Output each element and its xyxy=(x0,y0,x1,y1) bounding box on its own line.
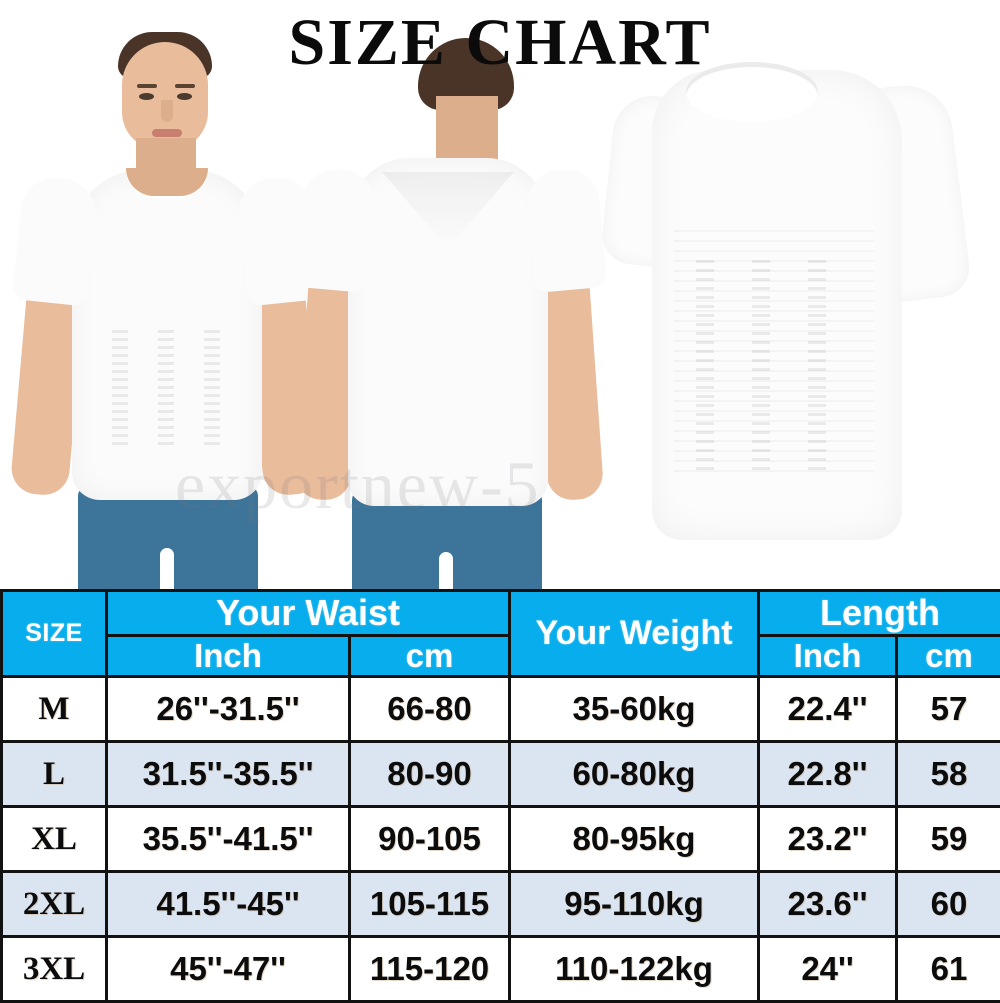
front-figure xyxy=(0,0,335,589)
table-body: M 26''-31.5'' 66-80 35-60kg 22.4'' 57 L … xyxy=(2,677,1000,1002)
cell-length-inch: 23.2'' xyxy=(759,807,897,872)
product-figure xyxy=(600,0,1000,589)
header-row-units: Inch cm Inch cm xyxy=(2,636,1000,677)
model-front-view-photo xyxy=(0,0,335,589)
cell-length-cm: 58 xyxy=(897,742,1000,807)
cell-waist-inch: 35.5''-41.5'' xyxy=(107,807,350,872)
back-sleeve-left xyxy=(300,167,377,293)
cell-length-inch: 23.6'' xyxy=(759,872,897,937)
table-row: L 31.5''-35.5'' 80-90 60-80kg 22.8'' 58 xyxy=(2,742,1000,807)
cell-size: M xyxy=(2,677,107,742)
table-header: SIZE Your Waist Your Weight Length Inch … xyxy=(2,591,1000,677)
front-compression-panel-3 xyxy=(204,330,220,450)
header-row-groups: SIZE Your Waist Your Weight Length xyxy=(2,591,1000,636)
front-eye-right xyxy=(177,93,192,100)
cell-waist-cm: 80-90 xyxy=(350,742,510,807)
header-your-weight: Your Weight xyxy=(510,591,759,677)
cell-weight: 35-60kg xyxy=(510,677,759,742)
front-compression-panel-1 xyxy=(112,330,128,450)
header-your-waist: Your Waist xyxy=(107,591,510,636)
cell-weight: 80-95kg xyxy=(510,807,759,872)
cell-waist-cm: 105-115 xyxy=(350,872,510,937)
cell-length-inch: 22.8'' xyxy=(759,742,897,807)
cell-size: 2XL xyxy=(2,872,107,937)
product-compression-panel-1 xyxy=(696,260,714,470)
cell-waist-inch: 31.5''-35.5'' xyxy=(107,742,350,807)
cell-length-cm: 59 xyxy=(897,807,1000,872)
cell-waist-cm: 66-80 xyxy=(350,677,510,742)
table-row: XL 35.5''-41.5'' 90-105 80-95kg 23.2'' 5… xyxy=(2,807,1000,872)
front-compression-panel-2 xyxy=(158,330,174,450)
front-nose xyxy=(161,100,173,122)
cell-size: 3XL xyxy=(2,937,107,1002)
front-sleeve-left xyxy=(12,174,99,306)
cell-length-cm: 61 xyxy=(897,937,1000,1002)
cell-size: XL xyxy=(2,807,107,872)
header-size: SIZE xyxy=(2,591,107,677)
front-mouth xyxy=(152,129,182,137)
cell-length-inch: 22.4'' xyxy=(759,677,897,742)
header-waist-cm: cm xyxy=(350,636,510,677)
cell-waist-cm: 115-120 xyxy=(350,937,510,1002)
front-eyebrow-left xyxy=(137,84,157,88)
back-figure xyxy=(300,0,620,589)
hero-photo-band: SIZE CHART xyxy=(0,0,1000,589)
cell-length-cm: 60 xyxy=(897,872,1000,937)
header-length-cm: cm xyxy=(897,636,1000,677)
cell-waist-inch: 45''-47'' xyxy=(107,937,350,1002)
model-back-view-photo xyxy=(300,0,620,589)
product-compression-panel-2 xyxy=(752,260,770,470)
table-row: 2XL 41.5''-45'' 105-115 95-110kg 23.6'' … xyxy=(2,872,1000,937)
front-eye-left xyxy=(139,93,154,100)
cell-waist-inch: 41.5''-45'' xyxy=(107,872,350,937)
back-boxer-gap xyxy=(439,552,453,589)
product-compression-panel-3 xyxy=(808,260,826,470)
header-waist-inch: Inch xyxy=(107,636,350,677)
table-row: 3XL 45''-47'' 115-120 110-122kg 24'' 61 xyxy=(2,937,1000,1002)
cell-weight: 110-122kg xyxy=(510,937,759,1002)
front-eyebrow-right xyxy=(175,84,195,88)
size-chart-table: SIZE Your Waist Your Weight Length Inch … xyxy=(0,589,1000,1003)
cell-length-cm: 57 xyxy=(897,677,1000,742)
product-flat-shot-photo xyxy=(600,0,1000,589)
back-sleeve-right xyxy=(525,167,607,293)
cell-weight: 95-110kg xyxy=(510,872,759,937)
table-row: M 26''-31.5'' 66-80 35-60kg 22.4'' 57 xyxy=(2,677,1000,742)
cell-weight: 60-80kg xyxy=(510,742,759,807)
cell-waist-inch: 26''-31.5'' xyxy=(107,677,350,742)
front-boxer-gap xyxy=(160,548,174,589)
cell-size: L xyxy=(2,742,107,807)
header-length: Length xyxy=(759,591,1000,636)
page-title: SIZE CHART xyxy=(0,8,1000,77)
header-length-inch: Inch xyxy=(759,636,897,677)
cell-waist-cm: 90-105 xyxy=(350,807,510,872)
cell-length-inch: 24'' xyxy=(759,937,897,1002)
